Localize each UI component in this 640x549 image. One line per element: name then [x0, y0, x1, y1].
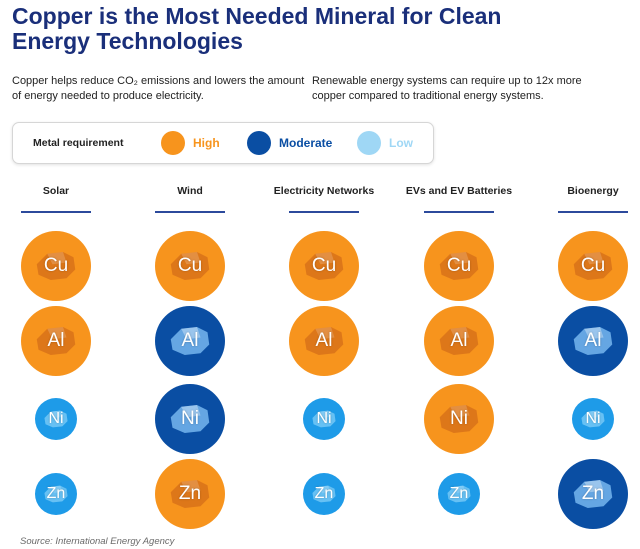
- column-header-bioenergy: Bioenergy: [567, 185, 619, 197]
- mineral-rock-icon: [573, 480, 613, 508]
- metal-symbol-label: Ni: [316, 410, 332, 427]
- mineral-rock-icon: [312, 485, 336, 503]
- al-high-circle: Al: [424, 306, 494, 376]
- legend-moderate-label: Moderate: [279, 136, 333, 150]
- cu-high-circle: Cu: [289, 231, 359, 301]
- al-moderate-circle: Al: [558, 306, 628, 376]
- zn-low-circle: Zn: [35, 473, 77, 515]
- metal-symbol-label: Ni: [585, 410, 601, 427]
- legend-title: Metal requirement: [33, 137, 124, 149]
- metal-symbol-label: Al: [315, 330, 333, 351]
- column-underline: [289, 211, 359, 213]
- mineral-rock-icon: [170, 480, 210, 508]
- column-header-wind: Wind: [177, 185, 203, 197]
- metal-symbol-label: Zn: [46, 485, 66, 502]
- mineral-rock-icon: [304, 252, 344, 280]
- column-underline: [21, 211, 91, 213]
- metal-symbol-label: Cu: [446, 255, 472, 276]
- metal-symbol-label: Al: [584, 330, 602, 351]
- intro-right-text: Renewable energy systems can require up …: [312, 75, 582, 102]
- mineral-rock-icon: [439, 405, 479, 433]
- metal-symbol-label: Zn: [449, 485, 469, 502]
- cu-high-circle: Cu: [155, 231, 225, 301]
- ni-high-circle: Ni: [424, 384, 494, 454]
- ni-low-circle: Ni: [35, 398, 77, 440]
- zn-low-circle: Zn: [303, 473, 345, 515]
- mineral-rock-icon: [170, 405, 210, 433]
- mineral-rock-icon: [312, 410, 336, 428]
- page-title: Copper is the Most Needed Mineral for Cl…: [12, 3, 502, 54]
- ni-low-circle: Ni: [303, 398, 345, 440]
- mineral-rock-icon: [304, 327, 344, 355]
- metal-symbol-label: Zn: [314, 485, 334, 502]
- metal-symbol-label: Ni: [181, 408, 199, 429]
- column-header-solar: Solar: [42, 185, 70, 197]
- column-underline: [558, 211, 628, 213]
- intro-left-text: Copper helps reduce CO₂ emissions and lo…: [12, 75, 305, 102]
- ni-low-circle: Ni: [572, 398, 614, 440]
- mineral-rock-icon: [36, 252, 76, 280]
- cu-high-circle: Cu: [558, 231, 628, 301]
- column-header-electricity-networks: Electricity Networks: [273, 185, 375, 197]
- mineral-rock-icon: [439, 252, 479, 280]
- mineral-rock-icon: [439, 327, 479, 355]
- mineral-rock-icon: [44, 485, 68, 503]
- zn-high-circle: Zn: [155, 459, 225, 529]
- metal-symbol-label: Zn: [581, 483, 605, 504]
- legend-high-label: High: [193, 136, 220, 150]
- metal-symbol-label: Cu: [311, 255, 337, 276]
- mineral-rock-icon: [170, 327, 210, 355]
- legend-high-swatch: [161, 131, 185, 155]
- metal-symbol-label: Ni: [450, 408, 468, 429]
- zn-low-circle: Zn: [438, 473, 480, 515]
- metal-symbol-label: Cu: [580, 255, 606, 276]
- mineral-rock-icon: [447, 485, 471, 503]
- metal-requirement-legend: Metal requirement High Moderate Low: [12, 122, 434, 164]
- mineral-rock-icon: [573, 252, 613, 280]
- ni-moderate-circle: Ni: [155, 384, 225, 454]
- legend-low-swatch: [357, 131, 381, 155]
- metal-symbol-label: Al: [47, 330, 65, 351]
- legend-moderate-swatch: [247, 131, 271, 155]
- metal-symbol-label: Al: [181, 330, 199, 351]
- mineral-rock-icon: [36, 327, 76, 355]
- column-header-evs-and-ev-batteries: EVs and EV Batteries: [405, 185, 513, 197]
- source-note: Source: International Energy Agency: [20, 536, 175, 547]
- al-high-circle: Al: [21, 306, 91, 376]
- metal-symbol-label: Cu: [43, 255, 69, 276]
- mineral-rock-icon: [170, 252, 210, 280]
- mineral-rock-icon: [44, 410, 68, 428]
- cu-high-circle: Cu: [21, 231, 91, 301]
- mineral-rock-icon: [573, 327, 613, 355]
- zn-moderate-circle: Zn: [558, 459, 628, 529]
- cu-high-circle: Cu: [424, 231, 494, 301]
- column-underline: [155, 211, 225, 213]
- column-underline: [424, 211, 494, 213]
- metal-symbol-label: Zn: [178, 483, 202, 504]
- mineral-rock-icon: [581, 410, 605, 428]
- metal-symbol-label: Al: [450, 330, 468, 351]
- metal-symbol-label: Ni: [48, 410, 64, 427]
- legend-low-label: Low: [389, 136, 413, 150]
- al-high-circle: Al: [289, 306, 359, 376]
- al-moderate-circle: Al: [155, 306, 225, 376]
- metal-symbol-label: Cu: [177, 255, 203, 276]
